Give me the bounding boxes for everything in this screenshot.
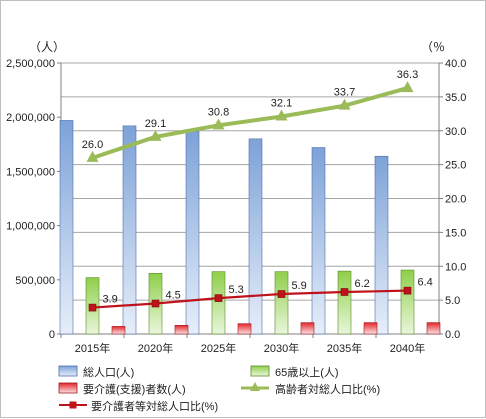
- bar-series2-3: [300, 322, 315, 335]
- data-label-elderly: 29.1: [145, 118, 166, 130]
- legend-label-care: 要介護(支援)者数(人): [83, 382, 186, 396]
- right-tick-label: 20.0: [445, 194, 466, 206]
- left-tick-label: 1,500,000: [6, 166, 55, 178]
- legend-label-total: 総人口(人): [83, 365, 134, 379]
- x-tick-label: 2040年: [390, 341, 425, 355]
- data-label-care: 5.3: [229, 284, 244, 296]
- bar-series2-0: [111, 326, 126, 335]
- legend-label-elderly: 65歳以上(人): [275, 366, 339, 379]
- bar-series1-5: [400, 269, 415, 335]
- bar-series0-0: [59, 120, 74, 335]
- x-tick-label: 2030年: [264, 341, 299, 355]
- bar-series2-5: [426, 322, 441, 335]
- data-label-care: 3.9: [103, 294, 118, 306]
- bar-series0-2: [185, 130, 200, 335]
- line-marker-square-4: [340, 288, 349, 296]
- data-label-care: 4.5: [166, 290, 181, 302]
- x-tick-label: 2015年: [75, 341, 110, 355]
- legend-swatch-elderly: [250, 365, 270, 377]
- data-label-care: 5.9: [292, 280, 307, 292]
- line-marker-triangle-3: [275, 109, 288, 121]
- right-tick-label: 40.0: [445, 58, 466, 70]
- bar-series1-2: [211, 271, 226, 335]
- left-axis-unit: （人）: [29, 40, 65, 54]
- bar-series2-1: [174, 325, 189, 335]
- line-marker-square-3: [277, 290, 286, 298]
- bar-series2-2: [237, 323, 252, 335]
- line-marker-square-1: [151, 299, 160, 308]
- right-tick-label: 30.0: [445, 126, 466, 138]
- legend-swatch-total: [58, 365, 78, 377]
- right-tick-label: 25.0: [445, 160, 466, 172]
- data-label-care: 6.4: [418, 277, 433, 289]
- right-tick-label: 15.0: [445, 227, 466, 239]
- right-tick-label: 0.0: [445, 329, 460, 341]
- line-marker-triangle-2: [212, 118, 225, 130]
- right-tick-label: 5.0: [445, 295, 460, 307]
- left-tick-label: 2,000,000: [6, 112, 55, 124]
- legend-swatch-care: [58, 382, 78, 394]
- bar-series0-1: [122, 125, 137, 335]
- line-marker-triangle-4: [338, 98, 351, 110]
- left-tick-label: 0: [49, 329, 55, 341]
- data-label-elderly: 32.1: [271, 98, 292, 110]
- bar-series0-3: [248, 138, 263, 335]
- bar-series1-4: [337, 270, 352, 335]
- legend-marker-care-ratio: [69, 401, 77, 409]
- line-series0: [91, 86, 409, 160]
- right-tick-label: 35.0: [445, 92, 466, 104]
- line-marker-square-0: [88, 303, 97, 312]
- bar-series1-3: [274, 271, 289, 335]
- line-series1: [92, 289, 408, 309]
- legend-label-care-ratio: 要介護者等対総人口比(%): [91, 399, 218, 413]
- right-axis-unit: （％: [421, 40, 445, 54]
- left-tick-label: 500,000: [15, 275, 55, 287]
- bar-series2-4: [363, 322, 378, 335]
- left-tick-label: 2,500,000: [6, 58, 55, 70]
- data-label-elderly: 26.0: [82, 139, 103, 151]
- x-tick-label: 2035年: [327, 341, 362, 355]
- left-tick-label: 1,000,000: [6, 221, 55, 233]
- bar-series0-5: [374, 155, 389, 335]
- data-label-care: 6.2: [355, 278, 370, 290]
- bar-series0-4: [311, 147, 326, 335]
- data-label-elderly: 33.7: [334, 87, 355, 99]
- x-tick-label: 2020年: [138, 341, 173, 355]
- legend-label-elderly-ratio: 高齢者対総人口比(%): [275, 382, 380, 396]
- line-marker-square-2: [214, 294, 223, 302]
- line-marker-triangle-1: [149, 129, 162, 141]
- x-tick-label: 2025年: [201, 341, 236, 355]
- data-label-elderly: 30.8: [208, 106, 229, 118]
- data-label-elderly: 36.3: [397, 69, 418, 81]
- line-marker-triangle-0: [86, 150, 99, 162]
- line-marker-triangle-5: [401, 81, 414, 93]
- right-tick-label: 10.0: [445, 261, 466, 273]
- line-marker-square-5: [403, 286, 412, 295]
- legend-marker-elderly-ratio: [250, 382, 260, 391]
